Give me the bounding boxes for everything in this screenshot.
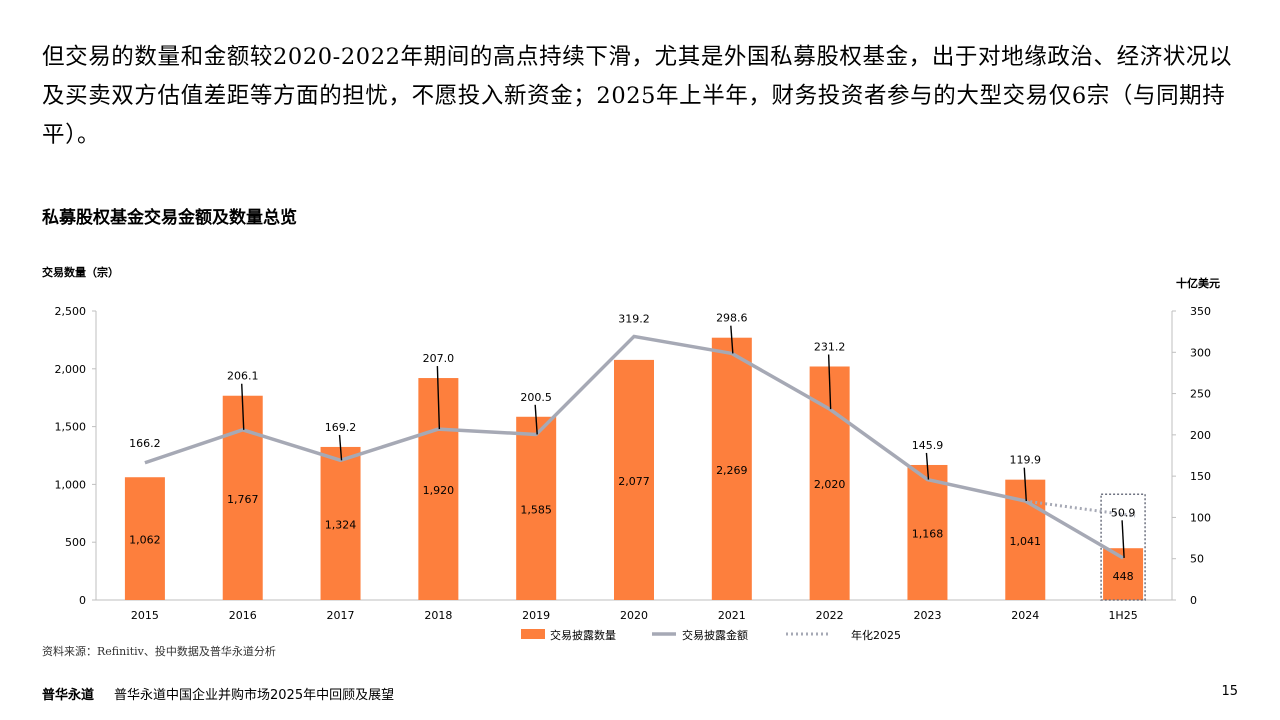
bar-2020 xyxy=(614,359,654,600)
bar-value-label: 448 xyxy=(1113,570,1134,583)
bar-value-label: 1,585 xyxy=(520,503,552,516)
line-value-label: 231.2 xyxy=(814,340,846,353)
legend-bar-swatch xyxy=(521,629,545,639)
right-tick-label: 100 xyxy=(1190,511,1211,524)
line-value-label: 200.5 xyxy=(520,391,552,404)
legend-line-label: 交易披露金额 xyxy=(682,628,748,642)
bar-2017 xyxy=(320,446,361,600)
x-tick-label: 2023 xyxy=(913,609,941,622)
x-tick-label: 2017 xyxy=(327,609,355,622)
line-value-label: 166.2 xyxy=(129,437,161,450)
x-tick-label: 2018 xyxy=(424,609,452,622)
x-tick-label: 1H25 xyxy=(1108,609,1137,622)
chart: 交易数量（宗） 十亿美元 0 500 1,000 1,500 2,000 2,500 0 50 10… xyxy=(42,265,1220,642)
line-value-label: 145.9 xyxy=(912,439,944,452)
amount-line xyxy=(144,334,1124,560)
footer-brand: 普华永道 xyxy=(42,688,95,703)
bar-2015 xyxy=(124,477,165,600)
line-value-label: 206.1 xyxy=(227,370,259,383)
line-value-label: 207.0 xyxy=(423,352,455,365)
line-value-label: 50.9 xyxy=(1111,506,1136,519)
bar-2019 xyxy=(516,416,557,600)
bar-2022 xyxy=(809,366,850,600)
annualized-2025-line xyxy=(1025,499,1136,518)
headline: 但交易的数量和金额较2020-2022年期间的高点持续下滑，尤其是外国私募股权基… xyxy=(42,44,1233,148)
leader-line xyxy=(925,452,930,480)
bar-2021 xyxy=(711,337,752,600)
bar-value-label: 2,077 xyxy=(618,475,650,488)
leader-line xyxy=(1023,467,1027,502)
bar-value-label: 1,920 xyxy=(423,484,455,497)
legend-bar-label: 交易披露数量 xyxy=(550,628,616,642)
left-tick-label: 500 xyxy=(65,536,86,549)
right-tick-label: 200 xyxy=(1190,429,1211,442)
left-axis-title: 交易数量（宗） xyxy=(42,265,119,279)
right-tick-label: 50 xyxy=(1190,553,1204,566)
x-tick-label: 2022 xyxy=(816,609,844,622)
right-tick-label: 300 xyxy=(1190,346,1211,359)
bar-value-label: 1,168 xyxy=(912,527,944,540)
page-number: 15 xyxy=(1221,684,1238,699)
x-tick-label: 2024 xyxy=(1011,609,1039,622)
left-tick-label: 1,500 xyxy=(55,421,87,434)
footer-report-title: 普华永道中国企业并购市场2025年中回顾及展望 xyxy=(114,688,395,703)
right-tick-label: 0 xyxy=(1190,594,1197,607)
x-tick-label: 2019 xyxy=(522,609,550,622)
left-tick-label: 2,500 xyxy=(55,305,87,318)
leader-line xyxy=(241,383,245,430)
line-value-label: 169.2 xyxy=(325,421,357,434)
legend-annualized-label: 年化2025 xyxy=(851,628,901,642)
x-tick-label: 2020 xyxy=(620,609,648,622)
left-tick-label: 1,000 xyxy=(55,478,87,491)
line-value-label: 119.9 xyxy=(1010,454,1042,467)
right-tick-label: 150 xyxy=(1190,470,1211,483)
leader-line xyxy=(1121,520,1125,559)
left-tick-label: 0 xyxy=(79,594,86,607)
right-axis-title: 十亿美元 xyxy=(1176,276,1220,290)
bar-value-label: 2,269 xyxy=(716,464,748,477)
source-note: 资料来源：Refinitiv、投中数据及普华永道分析 xyxy=(42,645,276,658)
bar-value-label: 1,324 xyxy=(325,518,357,531)
line-value-label: 298.6 xyxy=(716,312,748,325)
chart-title: 私募股权基金交易金额及数量总览 xyxy=(42,208,297,228)
bar-2023 xyxy=(907,464,948,600)
leader-line xyxy=(338,434,343,461)
annualized-box xyxy=(1100,493,1146,601)
right-tick-label: 250 xyxy=(1190,388,1211,401)
leader-line xyxy=(730,325,734,354)
bar-value-label: 1,041 xyxy=(1010,535,1042,548)
right-tick-label: 350 xyxy=(1190,305,1211,318)
bar-value-label: 1,062 xyxy=(129,534,161,547)
x-tick-label: 2016 xyxy=(229,609,257,622)
bar-value-label: 1,767 xyxy=(227,493,259,506)
leader-line xyxy=(534,404,538,435)
bar-value-label: 2,020 xyxy=(814,478,846,491)
leader-line xyxy=(827,354,832,410)
line-value-label: 319.2 xyxy=(618,312,650,325)
x-tick-label: 2021 xyxy=(718,609,746,622)
x-tick-label: 2015 xyxy=(131,609,159,622)
leader-line xyxy=(436,366,441,430)
left-tick-label: 2,000 xyxy=(55,363,87,376)
